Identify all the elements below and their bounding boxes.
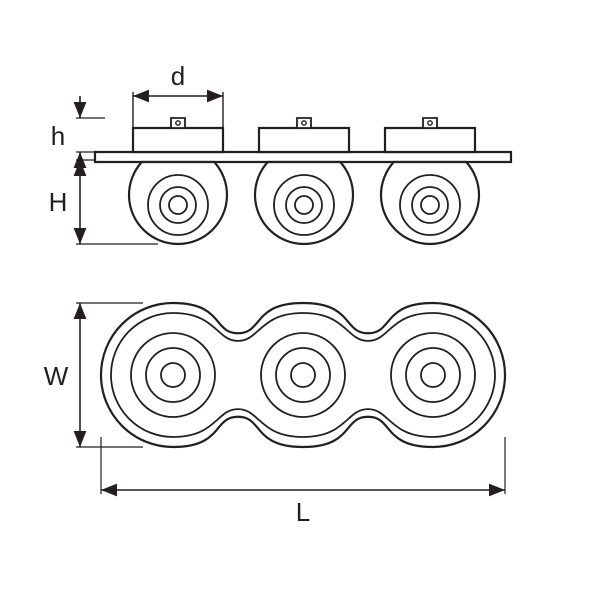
svg-text:W: W xyxy=(44,361,69,391)
svg-text:L: L xyxy=(296,497,310,527)
dimension-diagram: d h H W L xyxy=(0,0,600,600)
svg-text:d: d xyxy=(171,61,185,91)
svg-text:H: H xyxy=(49,187,68,217)
svg-text:h: h xyxy=(51,121,65,151)
